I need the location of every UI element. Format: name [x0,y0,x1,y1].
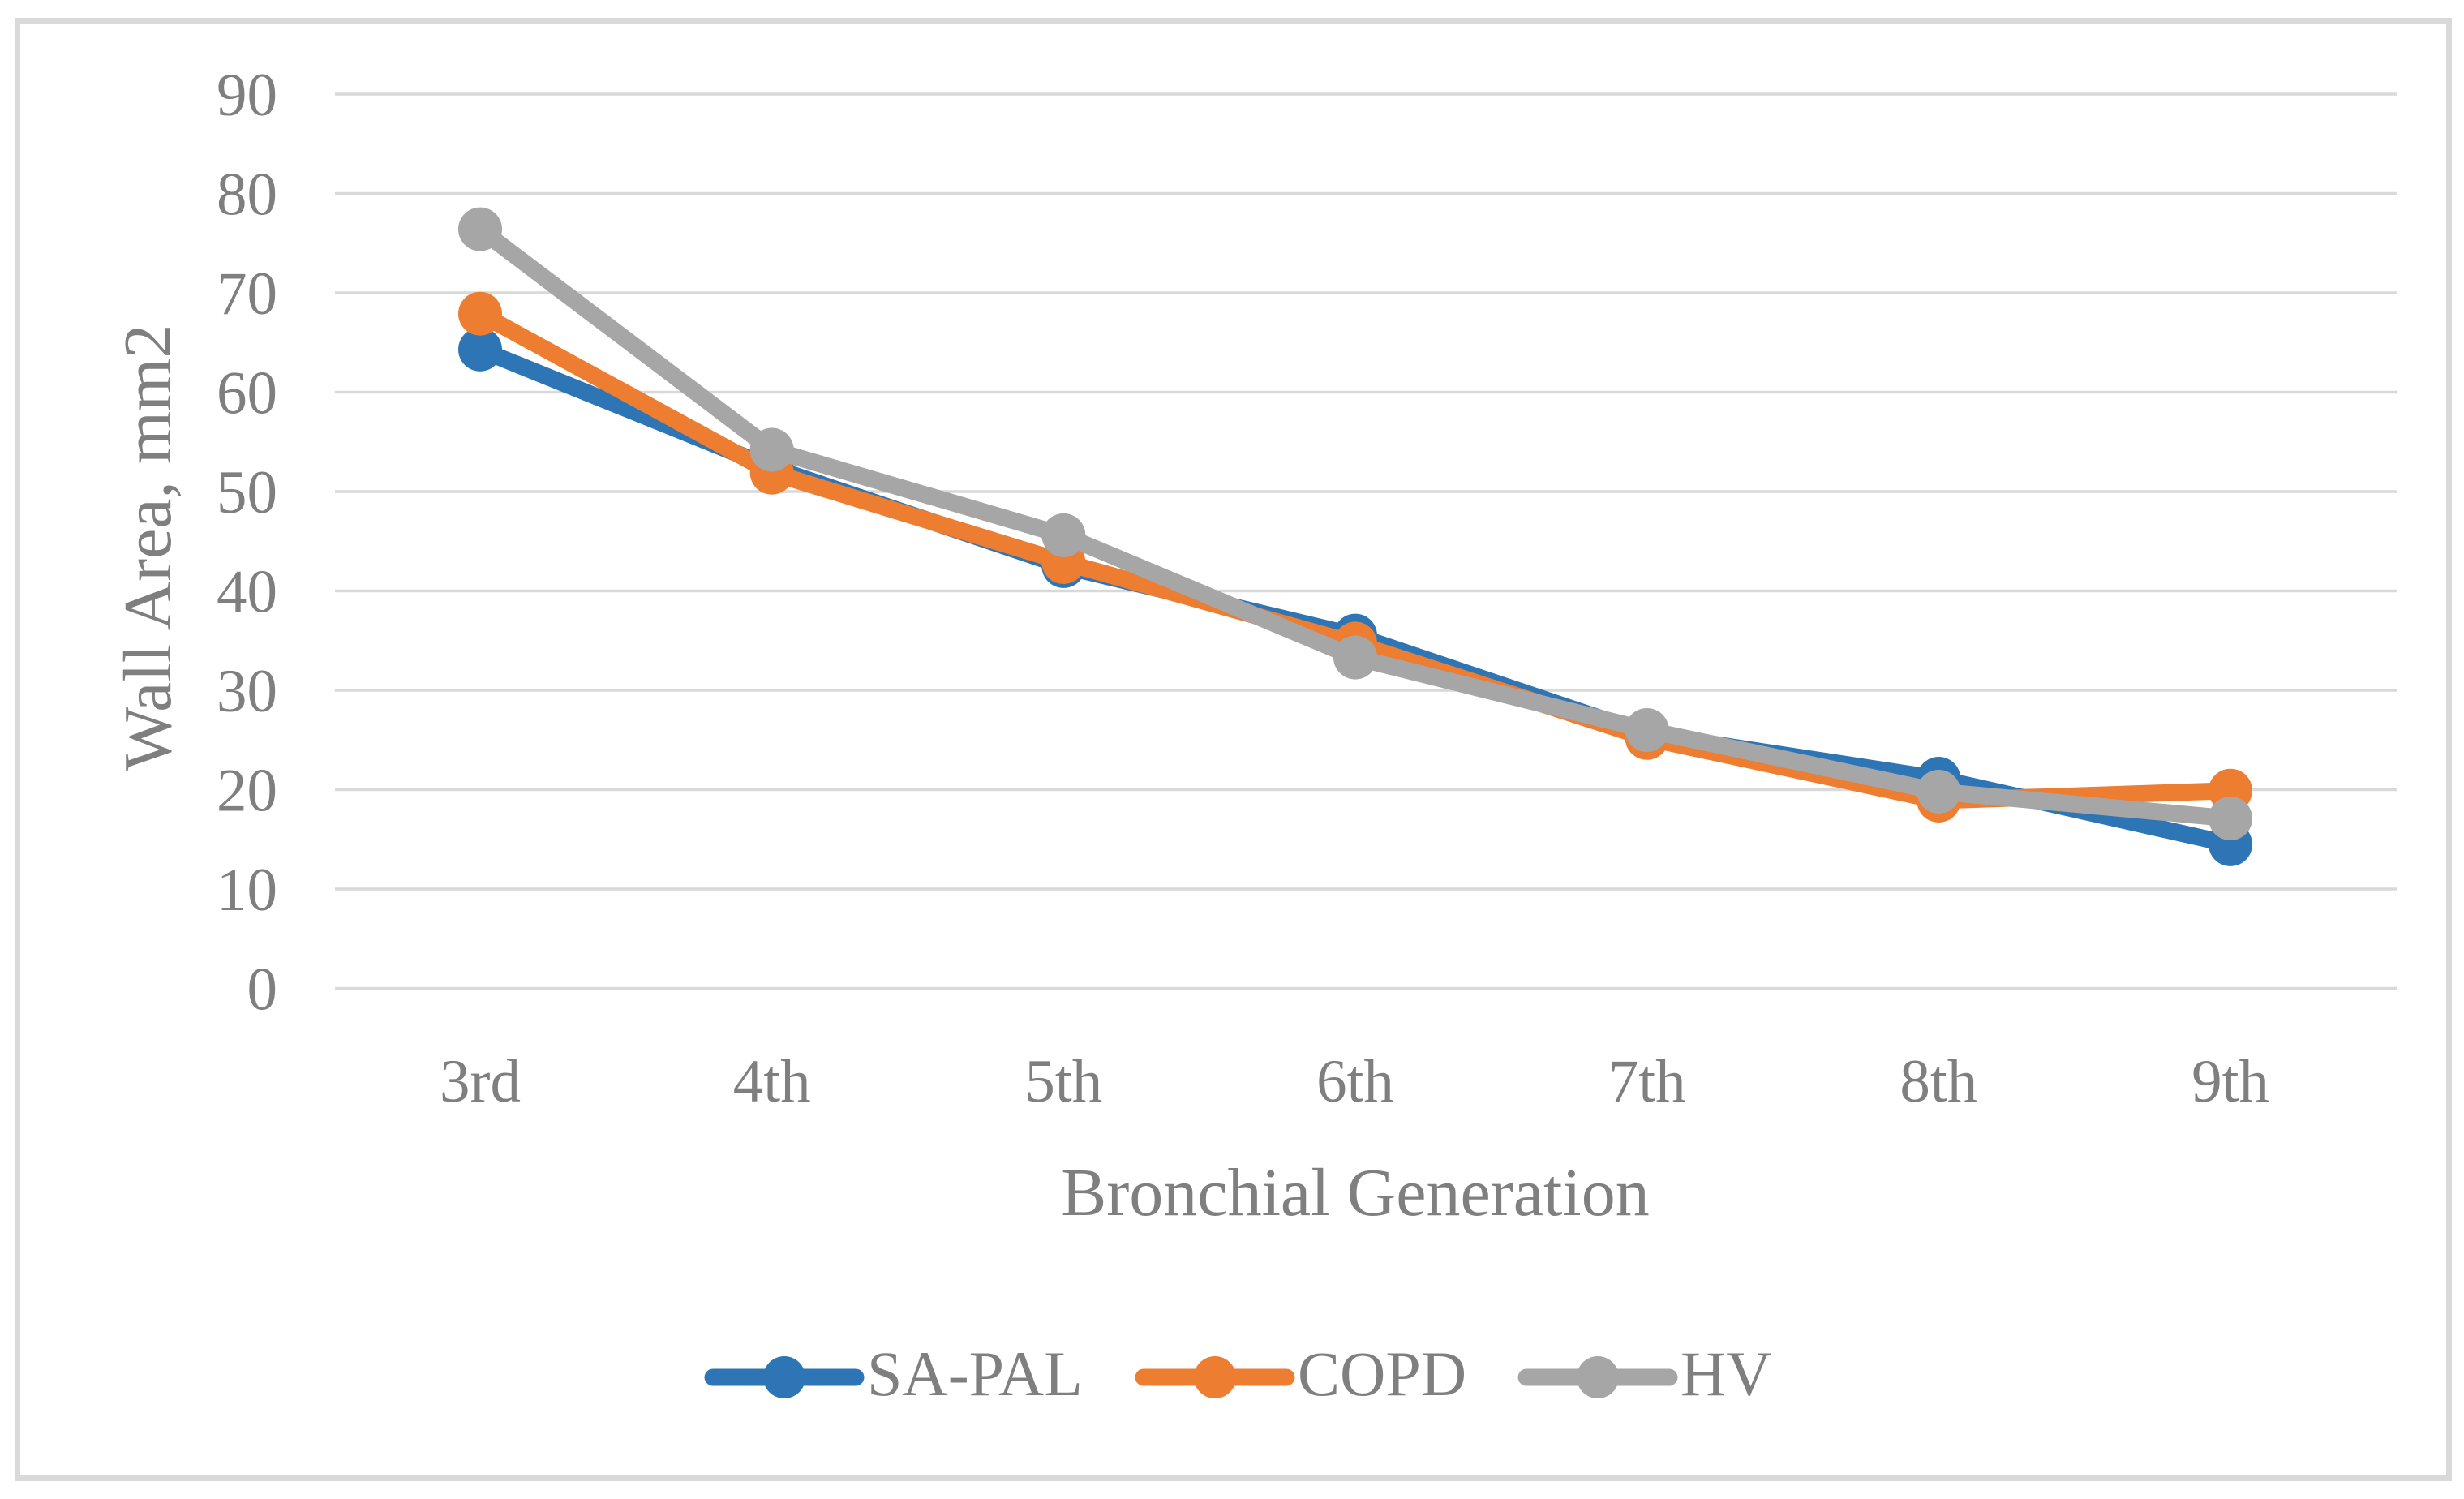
data-point-HV-6th [1333,635,1378,680]
legend: SA-PAL COPD HV [704,1338,1772,1409]
y-tick-label-60: 60 [217,360,277,427]
data-point-HV-8th [1917,769,1961,814]
series-line-HV [471,221,2239,827]
legend-label-COPD: COPD [1298,1338,1466,1409]
series-layer [458,207,2253,866]
legend-item-HV: HV [1517,1338,1772,1409]
y-tick-label-20: 20 [217,758,277,825]
figure-border [15,18,2452,1481]
gridline-layer [335,92,2397,990]
y-tick-label-40: 40 [217,559,277,626]
x-tick-label-9th: 9th [2191,1048,2269,1115]
x-tick-label-3rd: 3rd [440,1048,521,1115]
x-tick-label-6th: 6th [1316,1048,1394,1115]
data-point-HV-9th [2209,797,2253,841]
legend-label-SA-PAL: SA-PAL [867,1338,1083,1409]
data-point-HV-5th [1041,513,1086,557]
x-tick-label-4th: 4th [733,1048,811,1115]
legend-label-HV: HV [1681,1338,1772,1409]
y-tick-label-10: 10 [217,857,277,924]
data-point-HV-3rd [458,207,502,251]
legend-item-COPD: COPD [1135,1338,1466,1409]
y-tick-label-70: 70 [217,260,277,328]
series-line-COPD [471,305,2239,810]
data-point-SA-PAL-3rd [458,327,502,372]
legend-item-SA-PAL: SA-PAL [704,1338,1083,1409]
y-tick-label-80: 80 [217,161,277,229]
x-axis-title: Bronchial Generation [1061,1155,1649,1231]
y-tick-label-90: 90 [217,62,277,129]
legend-marker-SA-PAL [763,1356,805,1398]
x-tick-label-5th: 5th [1024,1048,1102,1115]
legend-marker-COPD [1194,1356,1236,1398]
y-tick-label-30: 30 [217,658,277,725]
data-point-HV-4th [749,427,794,472]
series-HV [458,207,2253,841]
series-COPD [458,291,2253,823]
y-axis-title: Wall Area, mm2 [110,324,186,771]
y-tick-label-50: 50 [217,459,277,526]
x-tick-label-8th: 8th [1900,1048,1977,1115]
data-point-HV-7th [1625,708,1669,752]
axis-label-layer: 0 10 20 30 40 50 60 70 80 90 3rd 4th 5th 6th 7th 8th 9th [217,62,2269,1115]
legend-marker-HV [1577,1356,1619,1398]
data-point-COPD-3rd [458,291,502,336]
y-tick-label-0: 0 [247,956,278,1024]
x-tick-label-7th: 7th [1608,1048,1686,1115]
